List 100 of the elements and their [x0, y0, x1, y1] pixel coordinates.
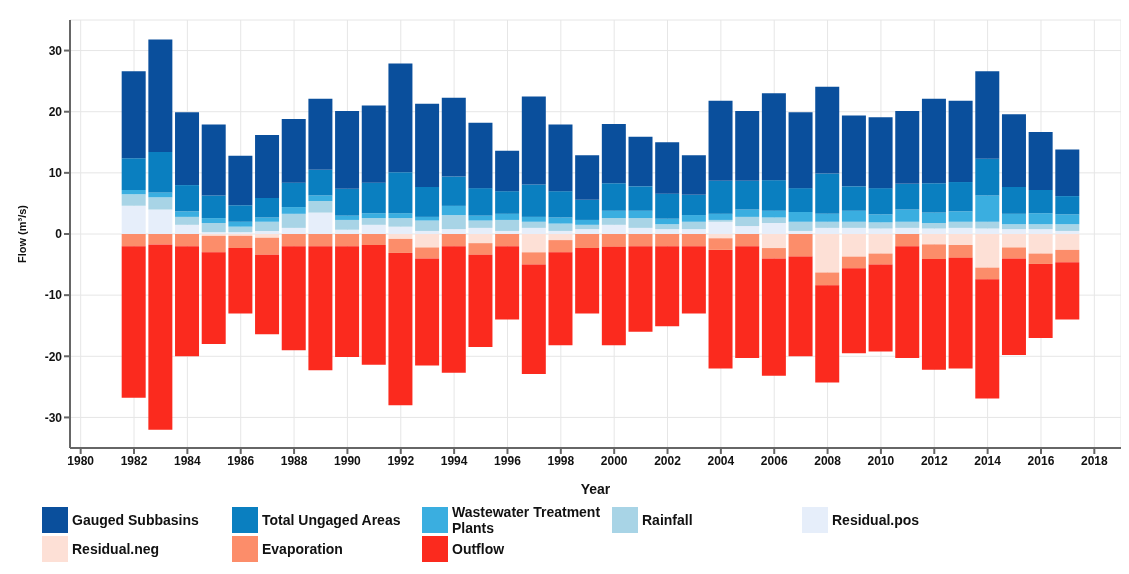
bar	[1028, 229, 1053, 234]
bar	[655, 218, 680, 225]
bar	[175, 224, 200, 234]
bar	[521, 234, 546, 253]
bar	[788, 112, 813, 189]
bar	[708, 238, 733, 250]
x-tick-label: 1990	[334, 453, 362, 468]
bar	[495, 234, 520, 247]
bar	[575, 248, 600, 314]
bar	[388, 226, 413, 234]
bar	[895, 221, 920, 228]
bar	[841, 234, 866, 257]
bar	[415, 220, 440, 231]
bar	[975, 228, 1000, 234]
bar	[468, 122, 493, 189]
bar	[495, 230, 520, 234]
bar	[548, 252, 573, 346]
bar	[735, 226, 760, 234]
bar	[415, 230, 440, 234]
bar	[761, 248, 786, 259]
bar	[681, 229, 706, 234]
bar	[975, 267, 1000, 280]
legend-label: Total Ungaged Areas	[262, 512, 402, 528]
bar	[1001, 224, 1026, 230]
bar	[415, 186, 440, 217]
bar	[921, 98, 946, 184]
bar	[281, 227, 306, 234]
bar	[361, 234, 386, 246]
bar	[148, 197, 173, 210]
bar	[468, 234, 493, 244]
bar	[441, 246, 466, 373]
bar	[735, 234, 760, 247]
y-tick-label: -20	[44, 349, 63, 364]
bar	[655, 142, 680, 194]
bar	[708, 213, 733, 220]
legend-label: Wastewater Treatment Plants	[452, 504, 602, 536]
bar	[175, 185, 200, 212]
bar	[841, 256, 866, 269]
bar	[548, 240, 573, 253]
bar	[681, 215, 706, 222]
bar	[1028, 263, 1053, 338]
bar	[841, 227, 866, 234]
bar	[601, 246, 626, 346]
y-tick-label: 20	[48, 104, 63, 119]
bar	[708, 221, 733, 234]
legend-label: Outflow	[452, 541, 506, 557]
x-tick-label: 2016	[1027, 453, 1055, 468]
bar	[948, 257, 973, 369]
bar	[521, 227, 546, 234]
bar	[921, 222, 946, 229]
bar	[1055, 230, 1080, 234]
bar	[788, 211, 813, 222]
bar	[521, 264, 546, 375]
bar	[308, 212, 333, 234]
bar	[655, 193, 680, 219]
bar	[255, 197, 280, 218]
bar	[388, 234, 413, 239]
bar	[255, 230, 280, 234]
bar	[548, 217, 573, 224]
bar	[1055, 249, 1080, 263]
bar	[868, 234, 893, 254]
bar	[388, 252, 413, 406]
bar	[628, 234, 653, 247]
bar	[895, 246, 920, 359]
bar	[681, 246, 706, 314]
bar	[868, 117, 893, 189]
bar	[121, 194, 146, 206]
bar	[841, 115, 866, 187]
bar	[468, 215, 493, 221]
bar	[1001, 114, 1026, 187]
bar	[201, 195, 226, 219]
bar	[1001, 234, 1026, 248]
bar	[628, 136, 653, 187]
bar	[975, 158, 1000, 196]
bar	[921, 244, 946, 260]
bar	[601, 218, 626, 225]
bar	[361, 182, 386, 214]
y-tick-label: -30	[44, 410, 63, 425]
x-tick-label: 2002	[654, 453, 682, 468]
bar	[708, 234, 733, 239]
bar	[228, 235, 253, 249]
bar	[761, 258, 786, 376]
bar	[681, 221, 706, 230]
bar	[255, 217, 280, 222]
bar	[308, 234, 333, 247]
bar	[761, 93, 786, 181]
bar	[175, 216, 200, 225]
bar	[788, 234, 813, 257]
bar	[841, 210, 866, 222]
x-tick-label: 1994	[440, 453, 468, 468]
bar	[441, 205, 466, 216]
bar	[815, 234, 840, 273]
bar	[335, 229, 360, 234]
bar	[841, 186, 866, 211]
bar	[281, 234, 306, 247]
bar	[121, 246, 146, 398]
bar	[1001, 213, 1026, 225]
bar	[441, 234, 466, 247]
bar	[895, 209, 920, 222]
bar	[415, 103, 440, 187]
